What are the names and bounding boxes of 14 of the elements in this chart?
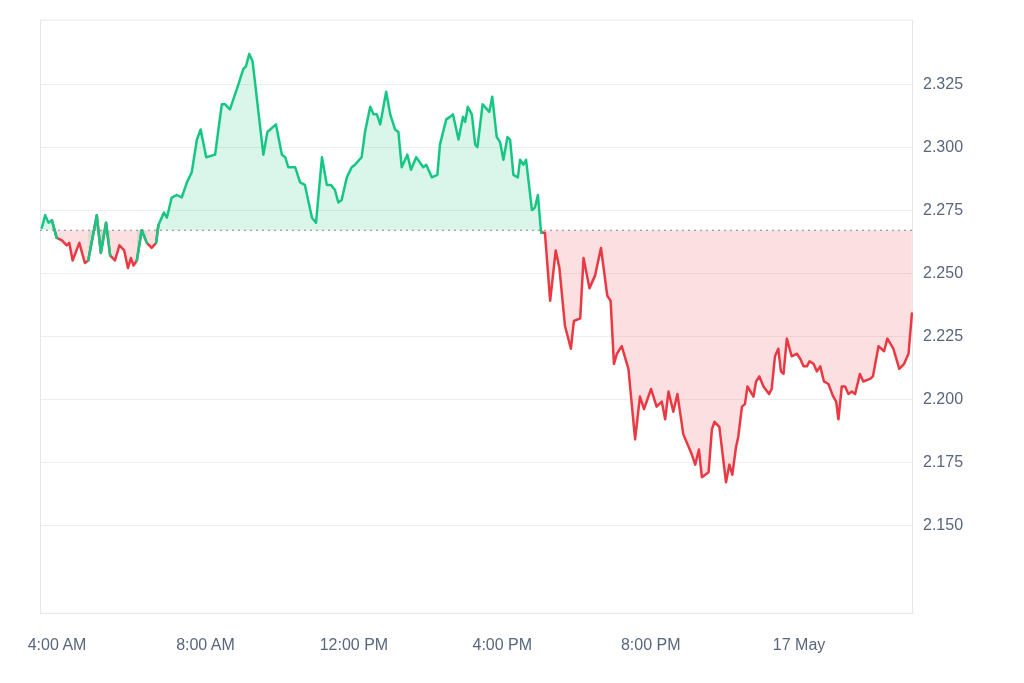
y-tick-label: 2.150 <box>923 515 964 533</box>
y-tick-label: 2.175 <box>923 452 964 470</box>
y-tick-label: 2.325 <box>923 74 964 92</box>
x-tick-label: 17 May <box>772 635 826 653</box>
y-tick-label: 2.200 <box>923 389 964 407</box>
y-tick-label: 2.250 <box>923 263 964 281</box>
y-tick-label: 2.225 <box>923 326 964 344</box>
x-tick-label: 8:00 PM <box>620 635 681 653</box>
y-tick-label: 2.300 <box>923 137 964 155</box>
x-tick-label: 4:00 AM <box>27 635 87 653</box>
y-tick-label: 2.275 <box>923 200 964 218</box>
x-tick-label: 12:00 PM <box>319 635 389 653</box>
x-tick-label: 8:00 AM <box>176 635 235 653</box>
x-tick-label: 4:00 PM <box>472 635 533 653</box>
